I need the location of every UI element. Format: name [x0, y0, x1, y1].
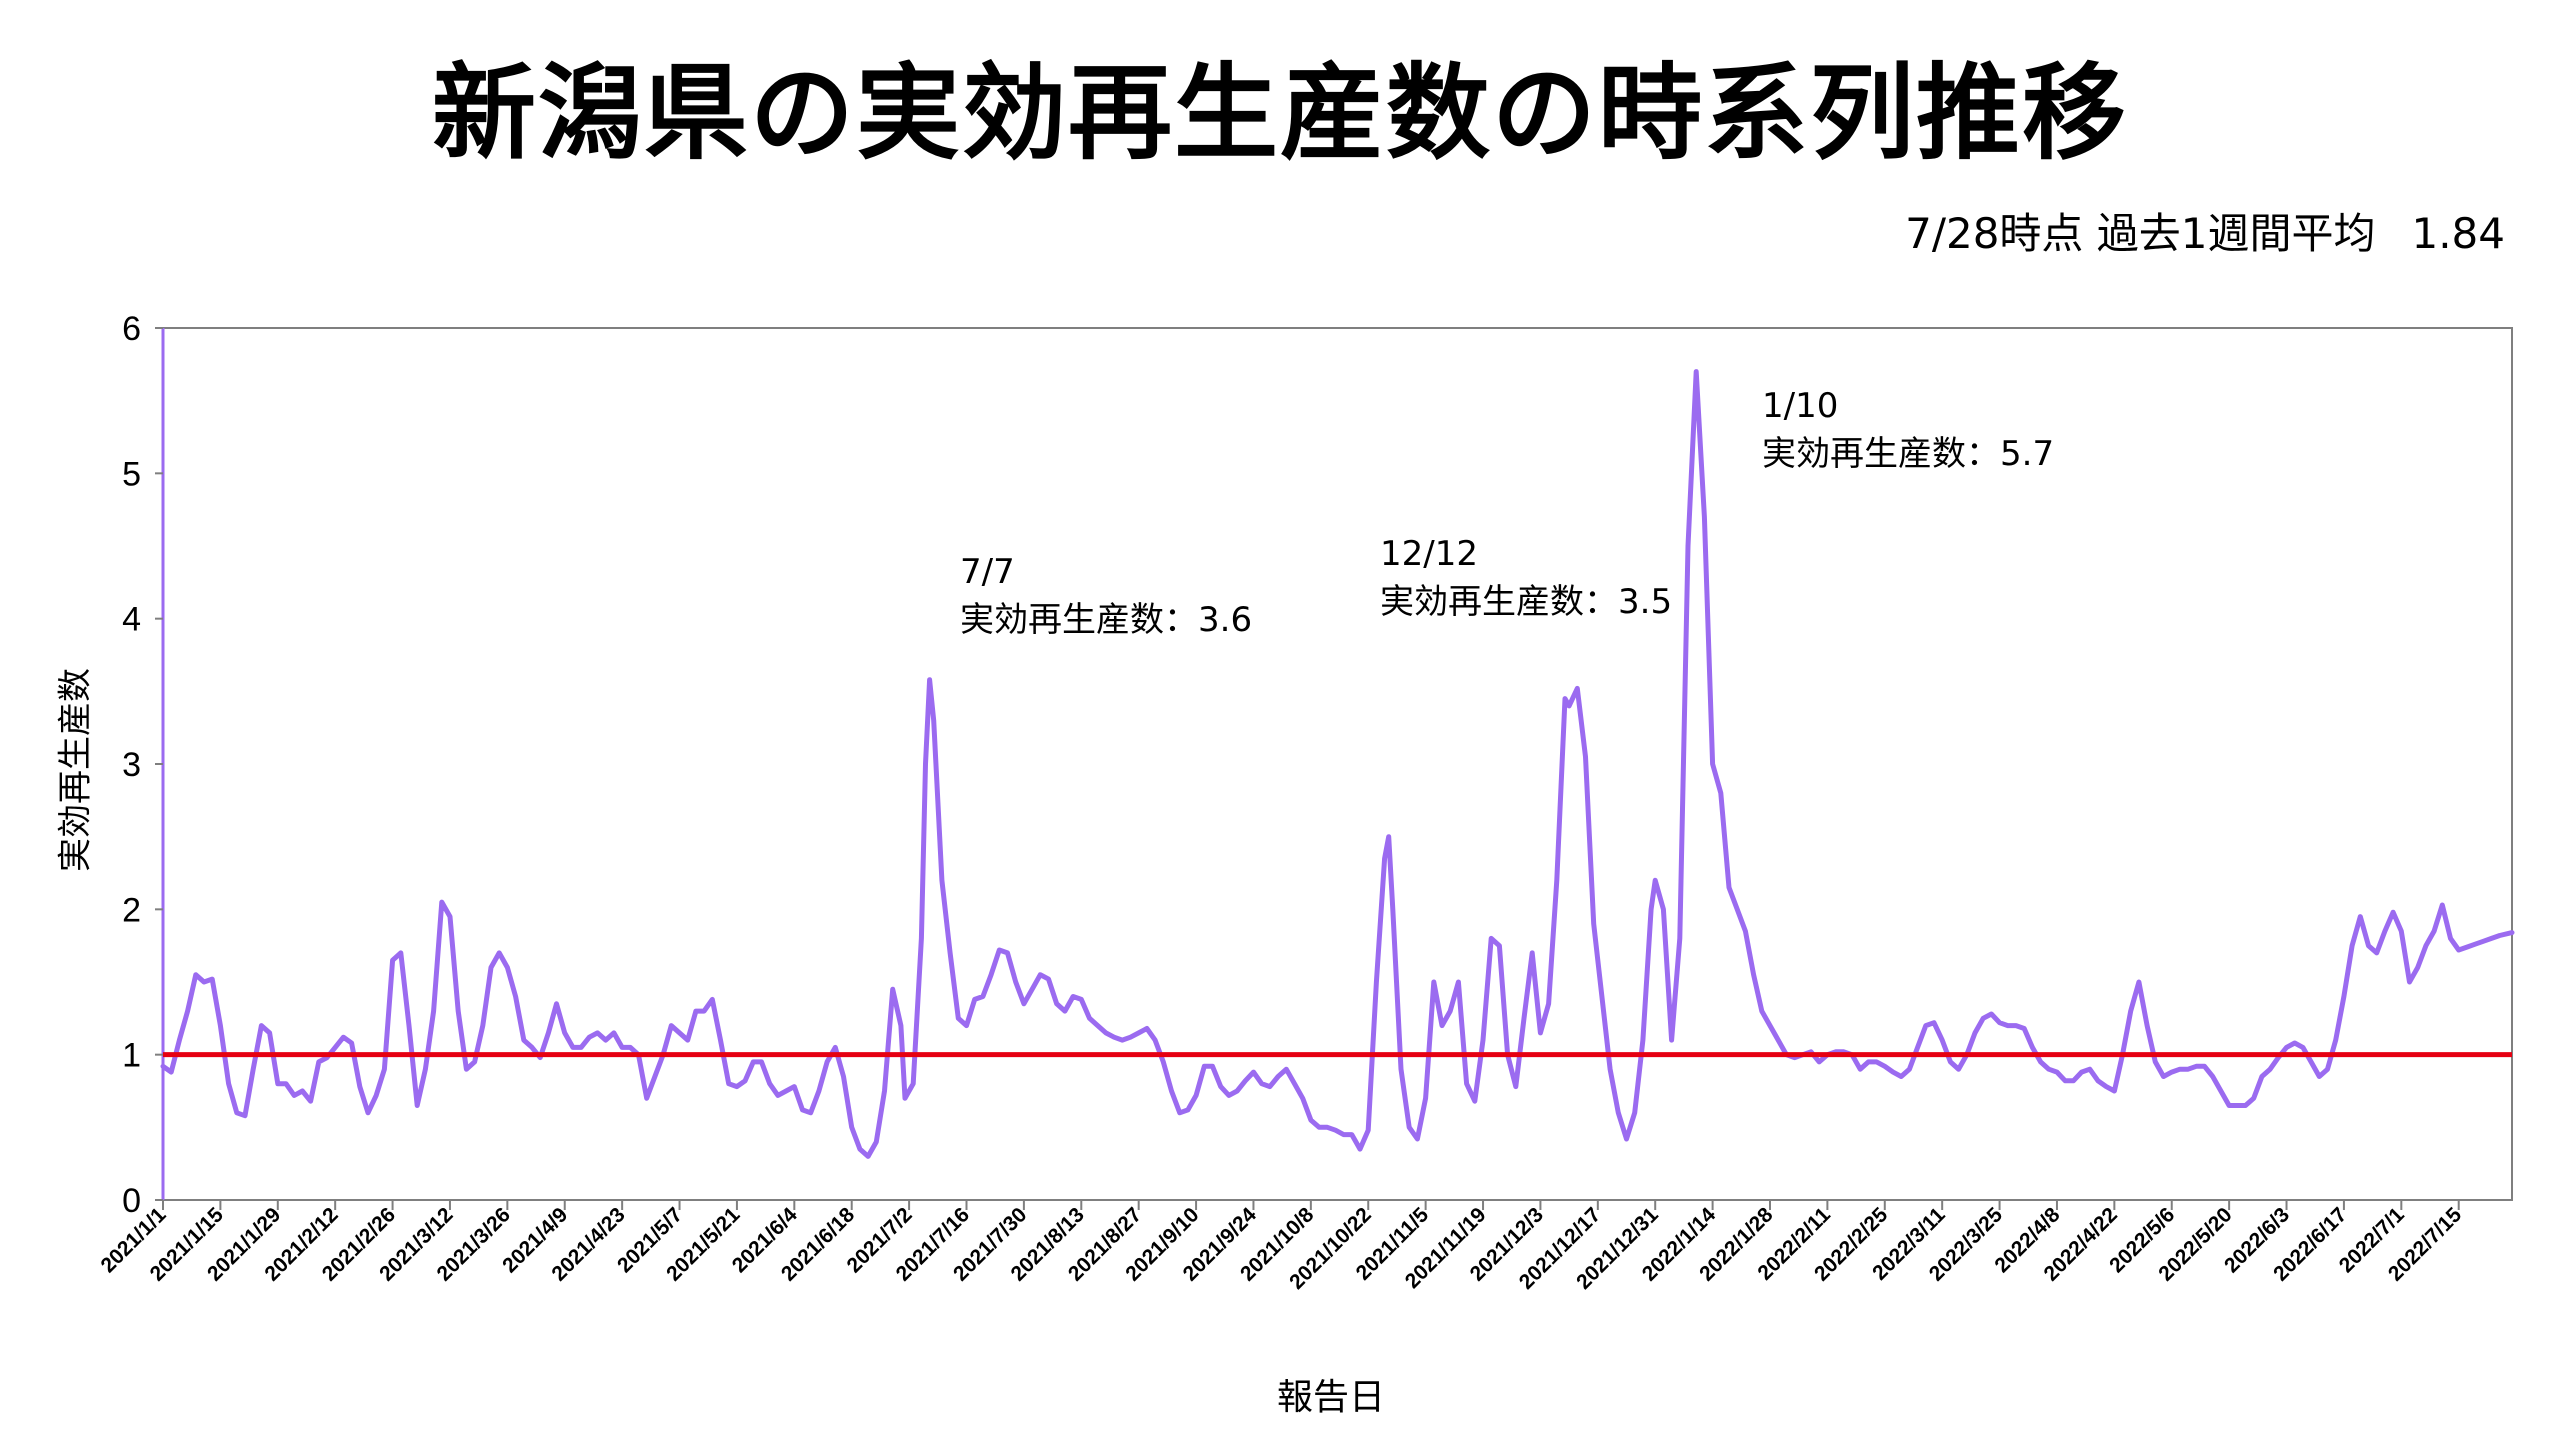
y-axis-title: 実効再生産数 — [55, 668, 96, 872]
weekly-average-label: 7/28時点 過去1週間平均 — [1905, 209, 2376, 258]
page-title: 新潟県の実効再生産数の時系列推移 — [431, 52, 2128, 174]
annotation-peak-july: 7/7 実効再生産数：3.6 — [960, 548, 1252, 644]
weekly-average-value: 1.84 — [2411, 209, 2505, 258]
y-tick-label: 4 — [122, 601, 141, 639]
y-tick-label: 5 — [122, 455, 141, 493]
annotation-value: 実効再生産数：5.7 — [1762, 434, 2055, 474]
annotation-date: 12/12 — [1380, 534, 1478, 574]
x-axis-title: 報告日 — [1276, 1377, 1386, 1418]
y-tick-label: 3 — [122, 746, 141, 784]
annotation-value: 実効再生産数：3.5 — [1380, 582, 1673, 622]
annotation-date: 1/10 — [1762, 386, 1839, 426]
y-tick-label: 6 — [122, 310, 141, 348]
y-tick-label: 1 — [122, 1037, 141, 1075]
annotation-value: 実効再生産数：3.6 — [960, 600, 1253, 640]
weekly-average-note: 7/28時点 過去1週間平均 1.84 — [1905, 200, 2505, 261]
series-line-effective-reproduction-number — [160, 369, 2515, 1159]
annotation-peak-december: 12/12 実効再生産数：3.5 — [1380, 530, 1672, 626]
annotation-peak-january: 1/10 実効再生産数：5.7 — [1762, 382, 2054, 478]
y-tick-label: 0 — [122, 1182, 141, 1220]
y-tick-label: 2 — [122, 891, 141, 929]
annotation-date: 7/7 — [960, 552, 1015, 592]
